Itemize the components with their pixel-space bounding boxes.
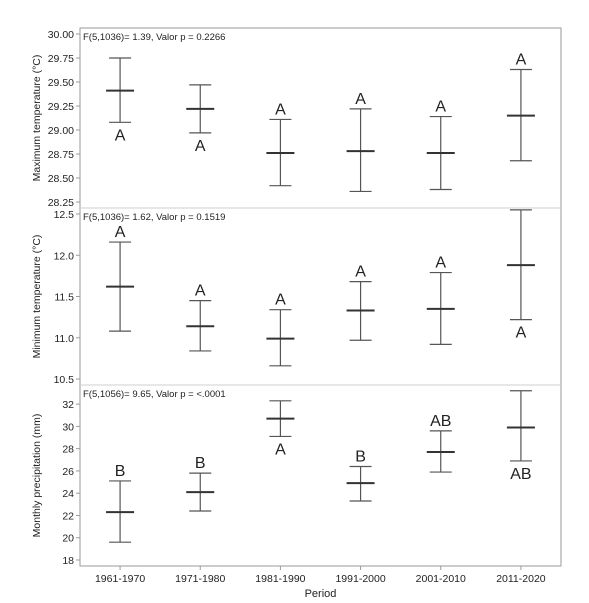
y-tick-label: 28.50 <box>48 173 74 185</box>
interval-1971-1980: A <box>186 84 215 155</box>
anova-annotation: F(5,1036)= 1.39, Valor p = 0.2266 <box>83 32 225 43</box>
panels: 28.25 28.50 28.75 29.00 29.25 29.50 29.75 30.00… <box>31 29 546 585</box>
y-tick-label: 18 <box>62 555 74 567</box>
group-letter: A <box>275 101 286 118</box>
interval-2011-2020: A <box>506 52 535 162</box>
y-tick-label: 28.75 <box>48 149 74 161</box>
y-tick-label: 28.25 <box>48 197 74 209</box>
group-letter: A <box>275 441 286 458</box>
y-tick-label: 30.00 <box>48 29 74 41</box>
y-tick-label: 30 <box>62 421 74 433</box>
interval-1961-1970: A <box>106 224 135 332</box>
plot-border <box>79 27 562 567</box>
interval-2001-2010: A <box>426 99 455 191</box>
y-tick-label: 32 <box>62 399 74 411</box>
group-letter: A <box>516 325 527 342</box>
group-letter: A <box>435 255 446 272</box>
y-tick-label: 11.0 <box>54 333 74 345</box>
group-letter: A <box>115 127 126 144</box>
interval-1981-1990: A <box>266 101 295 187</box>
interval-1981-1990: A <box>266 292 295 367</box>
group-letter: A <box>115 224 126 241</box>
group-letter: A <box>516 52 527 69</box>
panel-2: 10.5 11.0 11.5 12.0 12.5 Minimum temperature … <box>31 209 535 386</box>
panel-1: 28.25 28.50 28.75 29.00 29.25 29.50 29.75 30.00… <box>31 29 535 209</box>
x-tick-label: 1981-1990 <box>255 573 305 585</box>
interval-1981-1990: A <box>266 400 295 458</box>
y-tick-label: 29.00 <box>48 125 74 137</box>
group-letter: AB <box>430 413 451 430</box>
y-tick-label: 24 <box>62 488 74 500</box>
group-letter: A <box>275 292 286 309</box>
interval-1971-1980: B <box>186 455 215 512</box>
interval-2001-2010: AB <box>426 413 455 473</box>
y-tick-label: 12.5 <box>54 209 75 221</box>
y-tick-label: 26 <box>62 466 74 478</box>
y-tick-label: 29.75 <box>48 53 74 65</box>
y-tick-label: 20 <box>62 533 74 545</box>
interval-1961-1970: B <box>106 463 135 543</box>
y-tick-label: 12.0 <box>54 250 75 262</box>
x-axis: 1961-1970 1971-1980 1981-1990 1991-2000 2001… <box>95 566 546 585</box>
y-tick-label: 11.5 <box>54 292 74 304</box>
x-axis-title: Period <box>305 588 337 600</box>
interval-2001-2010: A <box>426 255 455 345</box>
group-letter: AB <box>510 466 531 483</box>
group-letter: A <box>435 99 446 116</box>
anova-annotation: F(5,1036)= 1.62, Valor p = 0.1519 <box>83 212 225 223</box>
interval-1991-2000: A <box>346 264 375 341</box>
group-letter: A <box>195 138 206 155</box>
group-letter: B <box>195 455 206 472</box>
anova-annotation: F(5,1056)= 9.65, Valor p = <.0001 <box>83 389 226 400</box>
x-tick-label: 1961-1970 <box>95 573 145 585</box>
interval-1991-2000: A <box>346 91 375 193</box>
y-tick-label: 29.50 <box>48 77 74 89</box>
interval-1991-2000: B <box>346 448 375 502</box>
group-letter: A <box>355 264 366 281</box>
x-tick-label: 2001-2010 <box>416 573 466 585</box>
x-tick-label: 2011-2020 <box>496 573 546 585</box>
x-tick-label: 1991-2000 <box>335 573 385 585</box>
y-axis-title: Maximum temperature (°C) <box>31 55 43 182</box>
group-letter: B <box>115 463 126 480</box>
interval-2011-2020: A <box>506 209 535 342</box>
y-tick-label: 28 <box>62 444 74 456</box>
interval-2011-2020: AB <box>506 390 535 483</box>
group-letter: B <box>355 448 366 465</box>
group-letter: A <box>355 91 366 108</box>
y-axis-title: Monthly precipitation (mm) <box>31 414 43 538</box>
interval-1971-1980: A <box>186 283 215 352</box>
x-tick-label: 1971-1980 <box>175 573 225 585</box>
y-tick-label: 10.5 <box>54 374 75 386</box>
panel-3: 18 20 22 24 26 28 30 32 Monthly precipitation (m… <box>31 389 535 567</box>
y-tick-label: 22 <box>62 510 74 522</box>
group-letter: A <box>195 283 206 300</box>
y-axis-title: Minimum temperature (°C) <box>31 235 43 359</box>
interval-1961-1970: A <box>106 57 135 144</box>
y-tick-label: 29.25 <box>48 101 74 113</box>
plot-frame <box>79 27 562 567</box>
